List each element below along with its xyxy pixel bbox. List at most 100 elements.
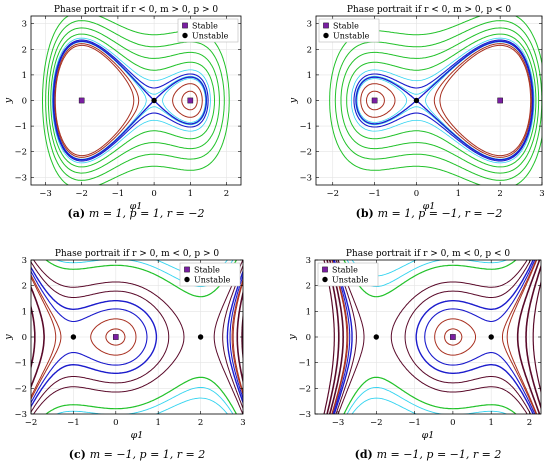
x-tick-label: 0 xyxy=(113,418,118,428)
legend-stable-label: Stable xyxy=(194,266,220,275)
y-tick-label: 3 xyxy=(306,256,311,266)
y-axis-label: y xyxy=(3,97,14,104)
panel-d: −3 −2 −1 0 1 2 −3 −2 −1 0 1 2 3 Phase portrait if r >… xyxy=(287,249,542,461)
x-tick-label: 2 xyxy=(527,418,532,428)
orbit-series xyxy=(350,37,535,164)
orbit-group xyxy=(329,16,542,185)
orbit-series xyxy=(353,39,534,162)
orbit-series xyxy=(31,273,243,401)
x-tick-label: −1 xyxy=(112,189,125,199)
y-tick-label: 1 xyxy=(307,71,312,81)
unstable-point-marker xyxy=(70,334,77,340)
stable-point-marker xyxy=(78,97,85,104)
orbit-series xyxy=(50,33,215,168)
x-tick-label: 0 xyxy=(151,189,156,199)
x-tick-label: 2 xyxy=(198,418,203,428)
x-axis-label: φ1 xyxy=(423,201,436,212)
orbit-series xyxy=(47,27,220,174)
orbit-series xyxy=(31,261,243,413)
y-tick-label: 1 xyxy=(22,71,27,81)
x-tick-label: 1 xyxy=(155,418,160,428)
caption-letter: (c) xyxy=(69,448,90,461)
y-tick-label: −2 xyxy=(14,148,27,158)
orbit-series xyxy=(33,260,243,414)
legend-box xyxy=(318,18,380,43)
x-tick-label: 2 xyxy=(224,189,229,199)
panel-b: −2 −1 0 1 2 3 −3 −2 −1 0 1 2 3 Phase portrait if r < … xyxy=(288,5,545,220)
legend-box xyxy=(177,18,239,43)
legend-box xyxy=(317,262,379,287)
x-axis-label: φ1 xyxy=(422,430,435,441)
orbit-series xyxy=(52,37,211,164)
x-tick-label: −2 xyxy=(326,189,339,199)
stable-point-marker xyxy=(187,97,194,104)
y-tick-label: 2 xyxy=(306,282,311,292)
x-tick-label: 1 xyxy=(456,189,461,199)
panel-caption: (a) m = 1, p = 1, r = −2 xyxy=(68,207,205,220)
legend-unstable-label: Unstable xyxy=(192,32,229,41)
y-axis-label: y xyxy=(287,334,298,341)
y-tick-label: 1 xyxy=(22,307,27,317)
caption-letter: (b) xyxy=(356,207,378,220)
orbit-series xyxy=(343,260,517,414)
caption-text: m = −1, p = −1, r = 2 xyxy=(377,448,502,461)
stable-point-marker xyxy=(450,334,456,340)
orbit-series xyxy=(360,43,532,158)
unstable-point-marker xyxy=(413,97,420,104)
unstable-point-marker xyxy=(197,334,204,340)
orbit-series xyxy=(54,44,198,157)
legend-stable-icon xyxy=(323,22,329,29)
y-tick-label: 2 xyxy=(22,282,27,292)
legend-stable-icon xyxy=(182,22,188,29)
orbit-series xyxy=(31,285,243,389)
legend-unstable-icon xyxy=(182,32,188,39)
x-tick-label: −1 xyxy=(368,189,381,199)
orbit-series xyxy=(45,20,225,181)
y-tick-label: −1 xyxy=(14,359,27,369)
orbit-group xyxy=(31,260,243,414)
legend-stable-icon xyxy=(184,266,190,273)
panel-title: Phase portrait if r < 0, m > 0, p < 0 xyxy=(347,5,511,15)
y-tick-label: 1 xyxy=(306,307,311,317)
caption-text: m = 1, p = −1, r = −2 xyxy=(378,207,503,220)
y-tick-label: −2 xyxy=(14,384,27,394)
y-tick-label: −2 xyxy=(299,148,312,158)
stable-point-marker xyxy=(371,97,378,104)
y-tick-label: 0 xyxy=(306,333,311,343)
orbit-series xyxy=(366,44,532,157)
x-tick-label: −1 xyxy=(67,418,80,428)
x-tick-label: −2 xyxy=(75,189,88,199)
x-tick-label: −3 xyxy=(332,418,345,428)
y-tick-label: 0 xyxy=(22,97,27,107)
legend-unstable-label: Unstable xyxy=(333,32,370,41)
y-tick-label: −1 xyxy=(299,122,312,132)
orbit-group xyxy=(42,16,230,185)
caption-text: m = 1, p = 1, r = −2 xyxy=(89,207,205,220)
stable-point-marker xyxy=(112,334,119,340)
x-tick-label: −2 xyxy=(370,418,383,428)
orbit-series xyxy=(31,303,243,371)
x-tick-label: 3 xyxy=(240,418,245,428)
y-tick-label: −3 xyxy=(299,173,312,183)
orbit-series xyxy=(52,39,209,162)
y-axis-label: y xyxy=(3,334,14,341)
orbit-series xyxy=(355,40,534,161)
panel-caption: (b) m = 1, p = −1, r = −2 xyxy=(356,207,503,220)
y-tick-label: 3 xyxy=(22,256,27,266)
legend-stable-icon xyxy=(322,266,328,273)
y-tick-label: −3 xyxy=(14,410,27,420)
panel-title: Phase portrait if r > 0, m < 0, p < 0 xyxy=(346,249,510,259)
x-tick-label: −2 xyxy=(25,418,38,428)
y-tick-label: 0 xyxy=(22,333,27,343)
y-tick-label: −3 xyxy=(298,410,311,420)
y-tick-label: 3 xyxy=(22,20,27,30)
orbit-series xyxy=(31,270,243,404)
x-tick-label: 0 xyxy=(450,418,455,428)
panel-title: Phase portrait if r > 0, m < 0, p > 0 xyxy=(55,249,219,259)
y-tick-label: −1 xyxy=(298,359,311,369)
